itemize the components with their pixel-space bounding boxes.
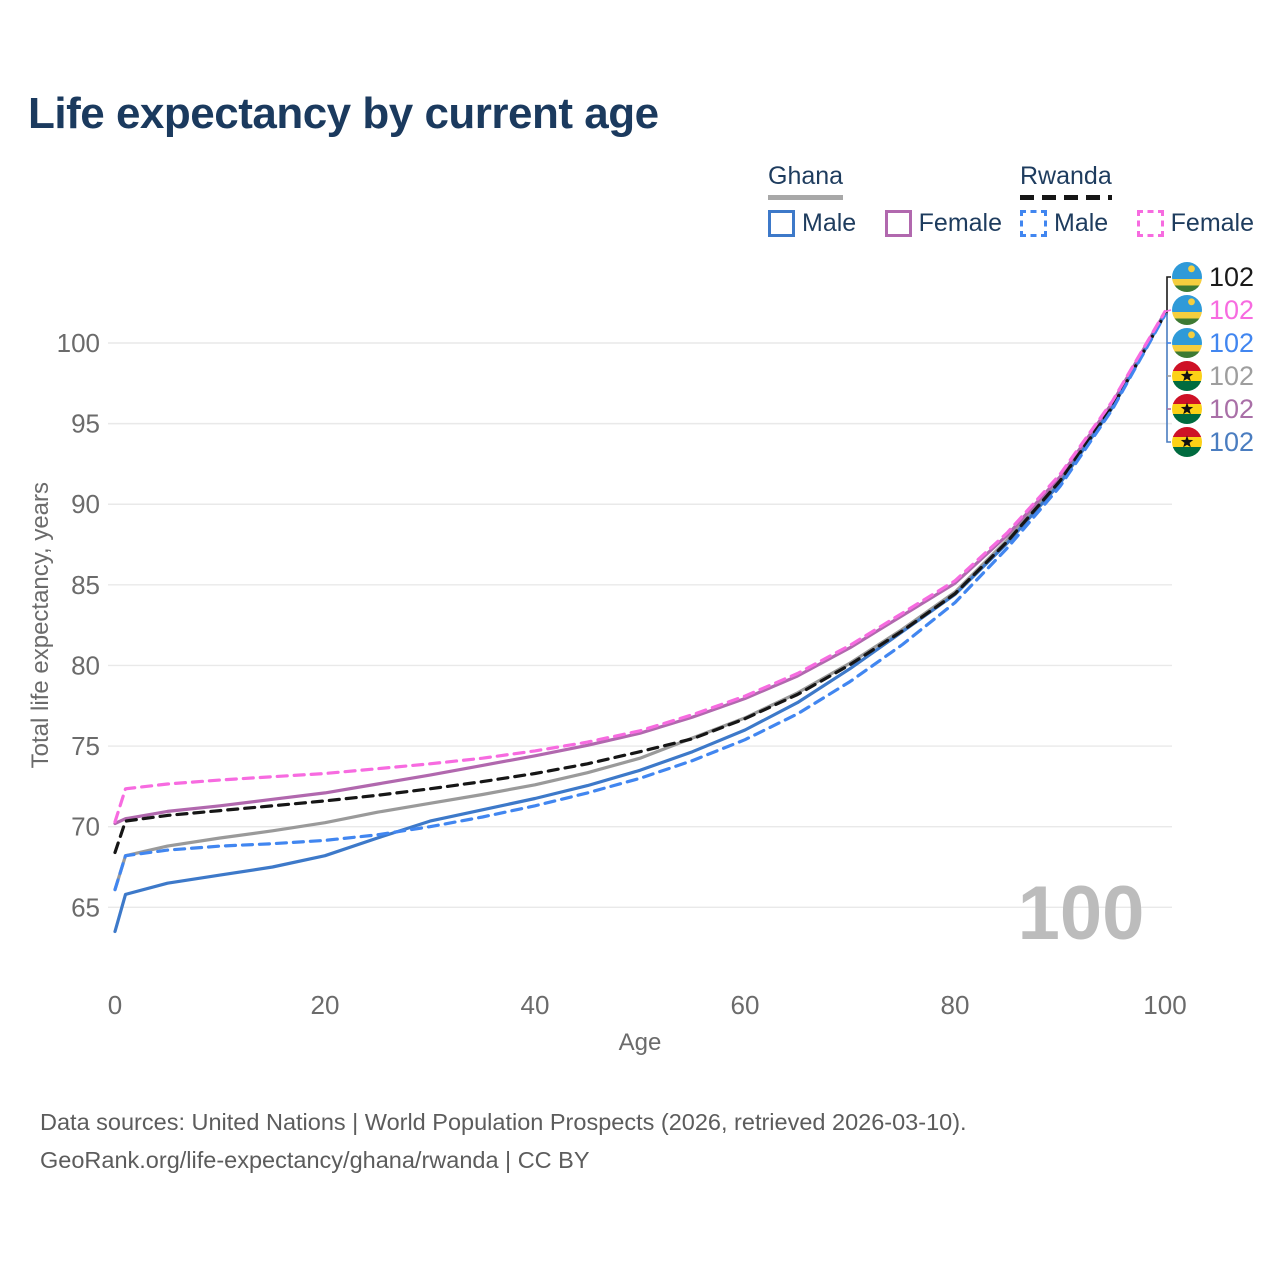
legend-country-ghana-label: Ghana: [768, 162, 844, 190]
x-axis-tick-labels: 0 20 40 60 80 100: [108, 990, 1187, 1020]
end-value-label: 102: [1209, 427, 1254, 457]
x-tick-label: 0: [108, 990, 122, 1020]
ghana-flag-icon: [1172, 394, 1202, 424]
y-tick-label: 75: [71, 731, 100, 761]
end-value-label: 102: [1209, 394, 1254, 424]
ghana-flag-icon: [1172, 427, 1202, 457]
end-label-rwanda-female: 102: [1172, 295, 1254, 325]
legend-item-label: Female: [918, 209, 1003, 237]
y-tick-label: 80: [71, 650, 100, 680]
legend-country-ghana: Ghana: [768, 162, 844, 200]
ghana-male-swatch-icon: [768, 210, 795, 237]
rwanda-flag-icon: [1172, 328, 1202, 358]
series-line-ghana-total: [113, 311, 1167, 892]
legend-items-rwanda: Male Female: [1020, 209, 1278, 242]
x-tick-label: 80: [941, 990, 970, 1020]
end-label-rwanda-total: 102: [1172, 262, 1254, 292]
series-line-rwanda-total: [113, 312, 1167, 855]
series-line-rwanda-female: [113, 310, 1167, 824]
ghana-female-swatch-icon: [884, 210, 912, 237]
legend-item-ghana-male[interactable]: Male: [768, 209, 856, 238]
rwanda-dashed-line-swatch: [1020, 195, 1112, 200]
leader-lines: [1164, 276, 1172, 443]
legend-item-label: Female: [1170, 209, 1255, 237]
ghana-flag-icon: [1172, 361, 1202, 391]
legend-country-rwanda: Rwanda: [1020, 162, 1112, 200]
legend-item-label: Male: [802, 209, 857, 237]
y-tick-label: 90: [71, 489, 100, 519]
legend-item-ghana-female[interactable]: Female: [884, 209, 1003, 238]
series-line-rwanda-male: [113, 313, 1167, 892]
rwanda-flag-icon: [1172, 295, 1202, 325]
legend-items-ghana: Male Female: [768, 209, 1026, 242]
end-value-label: 102: [1209, 295, 1254, 325]
x-tick-label: 40: [521, 990, 550, 1020]
y-tick-label: 85: [71, 570, 100, 600]
end-label-rwanda-male: 102: [1172, 328, 1254, 358]
y-tick-label: 70: [71, 812, 100, 842]
y-tick-label: 65: [71, 892, 100, 922]
gridlines: [108, 342, 1172, 909]
legend-group-rwanda: Rwanda Male Female: [1020, 162, 1278, 242]
attribution-footer: Data sources: United Nations | World Pop…: [40, 1103, 967, 1179]
series-line-ghana-male: [113, 312, 1167, 934]
source-url-line: GeoRank.org/life-expectancy/ghana/rwanda…: [40, 1147, 590, 1173]
rwanda-flag-icon: [1172, 262, 1202, 292]
end-value-label: 102: [1209, 262, 1254, 292]
end-value-label: 102: [1209, 328, 1254, 358]
data-sources-line: Data sources: United Nations | World Pop…: [40, 1109, 967, 1135]
x-tick-label: 60: [731, 990, 760, 1020]
y-axis-title: Total life expectancy, years: [27, 482, 54, 768]
x-tick-label: 20: [311, 990, 340, 1020]
end-label-ghana-total: 102: [1172, 361, 1254, 391]
y-axis-tick-labels: 65 70 75 80 85 90 95 100: [57, 328, 100, 922]
age-counter-watermark: 100: [1018, 871, 1145, 956]
legend-item-label: Male: [1054, 209, 1109, 237]
end-value-label: 102: [1209, 361, 1254, 391]
legend-item-rwanda-female[interactable]: Female: [1136, 209, 1255, 238]
end-label-ghana-male: 102: [1172, 427, 1254, 457]
legend-country-rwanda-label: Rwanda: [1020, 162, 1112, 190]
end-label-ghana-female: 102: [1172, 394, 1254, 424]
chart-title: Life expectancy by current age: [28, 89, 659, 138]
series-line-ghana-female: [113, 310, 1167, 826]
rwanda-female-swatch-icon: [1136, 210, 1164, 237]
legend-item-rwanda-male[interactable]: Male: [1020, 209, 1108, 238]
rwanda-male-swatch-icon: [1020, 210, 1047, 237]
ghana-solid-line-swatch: [768, 195, 844, 200]
y-tick-label: 100: [57, 328, 100, 358]
x-tick-label: 100: [1143, 990, 1186, 1020]
y-tick-label: 95: [71, 409, 100, 439]
x-axis-title: Age: [619, 1029, 662, 1056]
legend-group-ghana: Ghana Male Female: [768, 162, 1026, 242]
